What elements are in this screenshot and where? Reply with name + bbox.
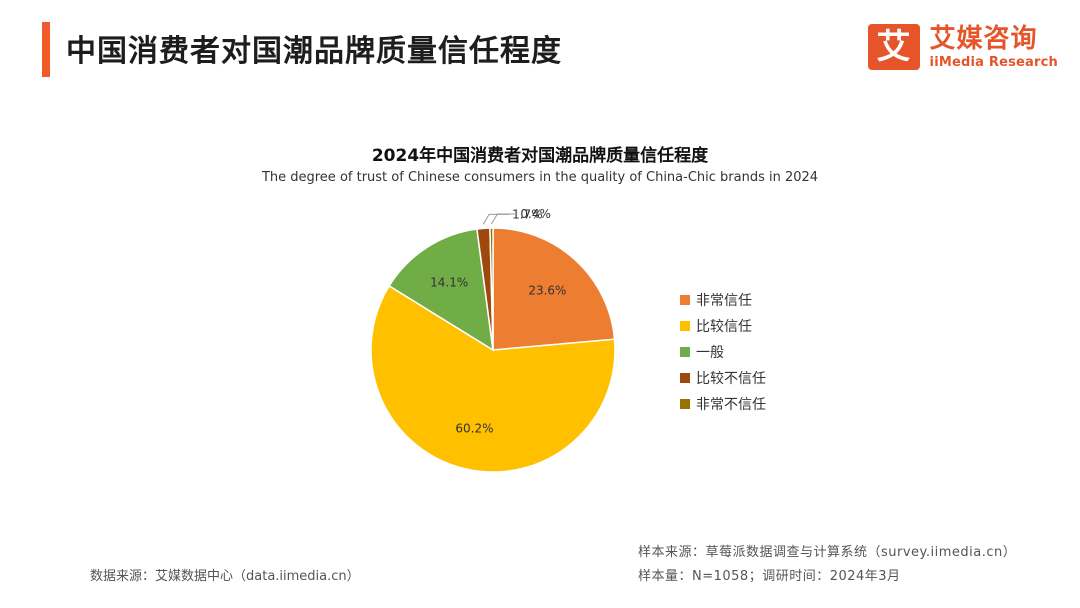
slice-leader-5: [490, 213, 518, 225]
logo-mark: 艾: [867, 24, 920, 70]
chart-title: 2024年中国消费者对国潮品牌质量信任程度: [371, 146, 709, 166]
legend-label-3: 一般: [696, 345, 724, 361]
pie-slice-3: [388, 228, 494, 352]
slice-label-5: 0.4%: [520, 207, 551, 221]
pie-slice-1: [492, 227, 616, 351]
legend-label-1: 非常信任: [696, 293, 752, 309]
slice-label-3: 14.1%: [430, 275, 468, 289]
slice-label-2: 60.2%: [455, 421, 493, 435]
legend-swatch-1: [680, 295, 690, 305]
page-title: 中国消费者对国潮品牌质量信任程度: [66, 34, 562, 69]
legend-swatch-2: [680, 321, 690, 331]
chart-subtitle: The degree of trust of Chinese consumers…: [261, 170, 819, 185]
legend-item-2: 比较信任: [680, 313, 766, 339]
legend-item-1: 非常信任: [680, 287, 766, 313]
title-accent-bar: [42, 22, 50, 77]
data-source-note: 数据来源：艾媒数据中心（data.iimedia.cn）: [90, 569, 360, 584]
legend-label-2: 比较信任: [696, 319, 752, 335]
logo-text: 艾媒咨询 iiMedia Research: [930, 26, 1058, 69]
legend-item-3: 一般: [680, 339, 766, 365]
logo-name-en: iiMedia Research: [929, 54, 1058, 70]
slice-label-4: 1.7%: [512, 207, 543, 221]
sample-size-note: 样本量：N=1058；调研时间：2024年3月: [638, 569, 901, 584]
legend-swatch-4: [680, 373, 690, 383]
pie-slice-2: [370, 284, 616, 473]
legend-item-4: 比较不信任: [680, 365, 766, 391]
logo-name-cn: 艾媒咨询: [929, 23, 1038, 54]
legend-swatch-3: [680, 347, 690, 357]
legend-item-5: 非常不信任: [680, 391, 766, 417]
legend-swatch-5: [680, 399, 690, 409]
sample-info-block: 样本来源：草莓派数据调查与计算系统（survey.iimedia.cn） 样本量…: [638, 541, 1016, 589]
iimedia-logo: 艾 艾媒咨询 iiMedia Research: [867, 24, 1058, 70]
sample-source-note: 样本来源：草莓派数据调查与计算系统（survey.iimedia.cn）: [638, 545, 1017, 560]
pie-slice-5: [489, 227, 494, 351]
chart-legend: 非常信任比较信任一般比较不信任非常不信任: [680, 287, 766, 417]
legend-label-4: 比较不信任: [696, 371, 766, 387]
slice-label-1: 23.6%: [528, 284, 566, 298]
legend-label-5: 非常不信任: [696, 397, 766, 413]
